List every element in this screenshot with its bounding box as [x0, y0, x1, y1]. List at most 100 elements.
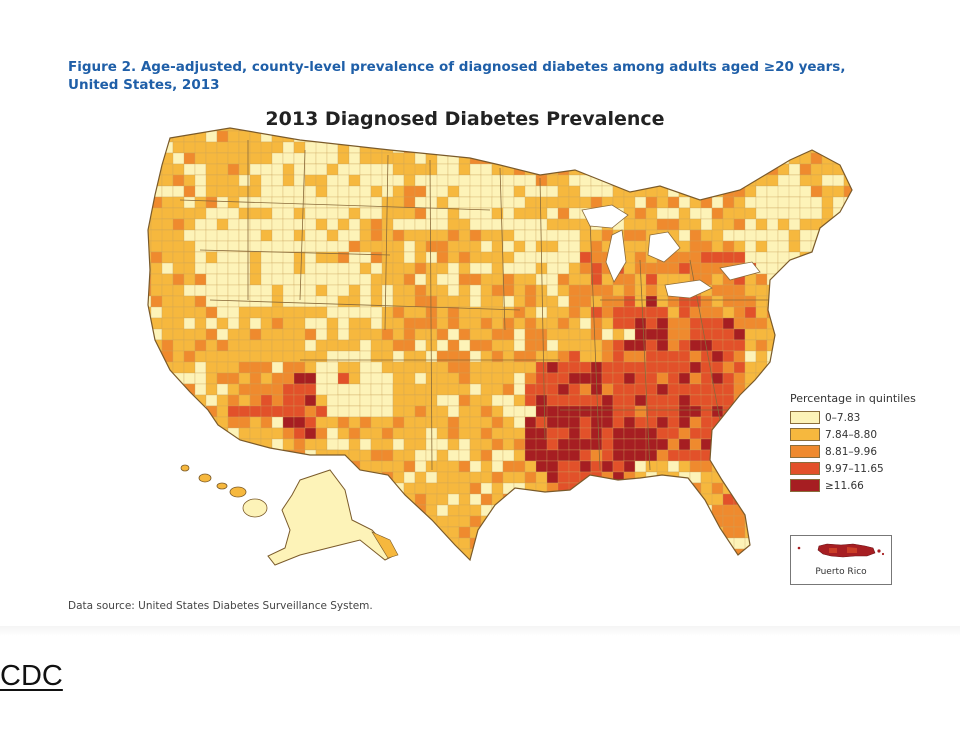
county-cell — [271, 372, 284, 385]
county-cell — [810, 130, 823, 143]
county-cell — [161, 427, 185, 440]
county-cell — [612, 526, 636, 539]
county-cell — [458, 361, 471, 374]
county-cell — [645, 284, 658, 297]
county-cell — [183, 383, 196, 396]
county-cell — [491, 416, 504, 429]
county-cell — [513, 493, 526, 506]
county-cell — [491, 361, 504, 374]
county-cell — [348, 361, 361, 374]
county-cell — [700, 394, 713, 407]
county-cell — [535, 559, 559, 560]
county-cell — [810, 504, 834, 517]
county-cell — [733, 295, 746, 308]
county-cell — [766, 394, 779, 407]
county-cell — [425, 251, 438, 264]
county-cell — [810, 163, 823, 176]
county-cell — [634, 482, 647, 495]
county-cell — [799, 317, 823, 330]
county-cell — [513, 339, 526, 352]
county-cell — [260, 405, 273, 418]
county-cell — [238, 537, 251, 550]
county-cell — [843, 515, 852, 528]
county-cell — [392, 504, 405, 517]
source-link[interactable]: CDC — [0, 660, 63, 692]
county-cell — [381, 482, 394, 495]
county-cell — [392, 328, 405, 341]
county-cell — [425, 240, 438, 253]
county-cell — [579, 306, 592, 319]
county-cell — [337, 273, 350, 286]
county-cell — [700, 295, 713, 308]
county-cell — [777, 504, 790, 517]
county-cell — [502, 438, 515, 451]
county-cell — [414, 328, 427, 341]
county-cell — [777, 207, 790, 220]
county-cell — [491, 152, 504, 165]
county-cell — [832, 174, 845, 187]
state-border — [539, 177, 546, 441]
county-cell — [348, 449, 361, 462]
county-cell — [172, 350, 185, 363]
county-cell — [293, 273, 306, 286]
county-cell — [579, 174, 592, 187]
county-cell — [546, 284, 559, 297]
county-cell — [678, 493, 691, 506]
county-cell — [304, 185, 317, 198]
county-cell — [183, 438, 207, 451]
county-cell — [150, 537, 163, 550]
county-cell — [304, 196, 317, 209]
county-cell — [249, 163, 262, 176]
county-cell — [216, 405, 229, 418]
county-cell — [469, 284, 482, 297]
county-cell — [810, 361, 823, 374]
county-cell — [238, 394, 251, 407]
county-cell — [821, 328, 834, 341]
county-cell — [414, 339, 427, 352]
county-cell — [645, 163, 658, 176]
county-cell — [722, 460, 746, 473]
county-cell — [403, 152, 416, 165]
puerto-rico-map — [797, 543, 885, 558]
county-cell — [744, 449, 757, 462]
county-cell — [700, 328, 713, 341]
county-cell — [777, 284, 790, 297]
county-cell — [403, 383, 416, 396]
county-cell — [744, 548, 757, 560]
county-cell — [623, 174, 647, 187]
county-cell — [161, 383, 174, 396]
county-cell — [855, 142, 877, 153]
county-cell — [436, 537, 449, 550]
county-cell — [689, 229, 702, 242]
county-cell — [491, 383, 504, 396]
county-cell — [590, 559, 603, 560]
county-cell — [711, 218, 724, 231]
county-cell — [315, 438, 328, 451]
county-cell — [667, 526, 680, 539]
county-cell — [733, 328, 746, 341]
county-cell — [348, 383, 361, 396]
county-cell — [205, 328, 218, 341]
county-cell — [799, 273, 812, 286]
county-cell — [150, 559, 163, 560]
county-cell — [524, 229, 537, 242]
county-cell — [161, 262, 174, 275]
county-cell — [271, 482, 284, 495]
county-cell — [480, 284, 493, 297]
county-cell — [733, 482, 746, 495]
county-cell — [183, 504, 196, 517]
county-cell — [271, 460, 284, 473]
county-cell — [546, 405, 559, 418]
county-cell — [744, 471, 757, 484]
county-cell — [172, 185, 185, 198]
county-cell — [458, 229, 471, 242]
state-border — [299, 149, 306, 301]
county-cell — [667, 515, 691, 528]
county-cell — [634, 515, 647, 528]
county-cell — [623, 460, 636, 473]
county-cell — [315, 328, 328, 341]
county-cell — [821, 251, 845, 264]
county-cell — [612, 482, 636, 495]
county-cell — [227, 295, 240, 308]
county-cell — [601, 394, 614, 407]
